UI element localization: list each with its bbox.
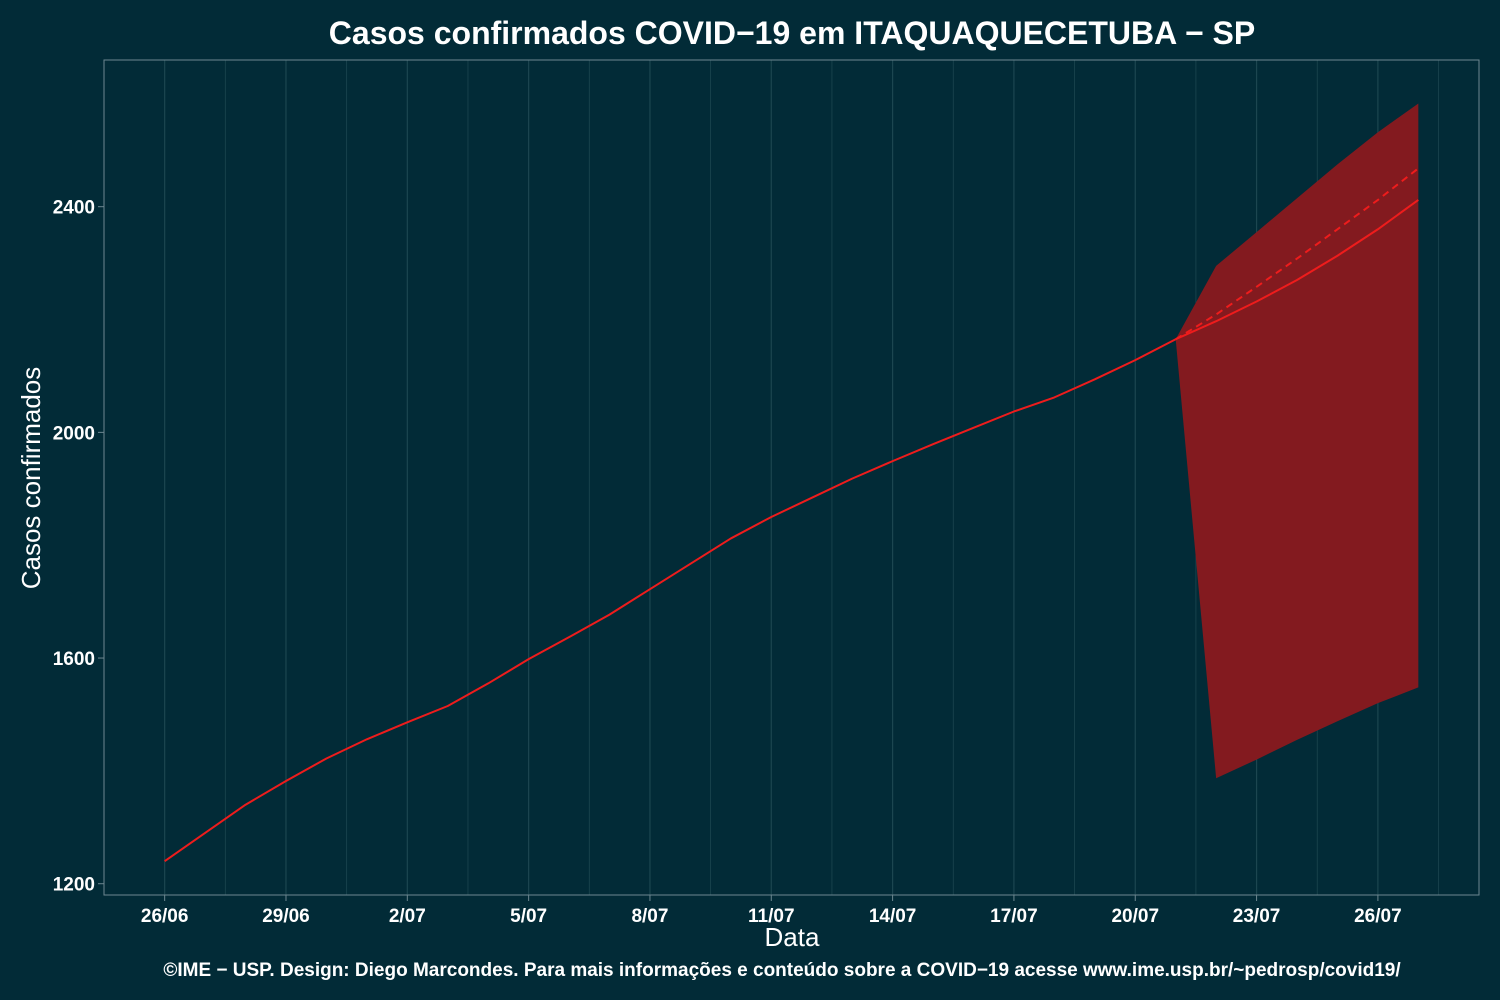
x-tick-label: 8/07	[631, 906, 668, 927]
y-tick-label: 2000	[53, 423, 95, 444]
y-tick-label: 2400	[53, 198, 95, 219]
y-tick-label: 1600	[53, 649, 95, 670]
series-line-observed	[165, 339, 1176, 861]
x-tick-label: 5/07	[510, 906, 547, 927]
prediction-interval-band	[1176, 103, 1419, 778]
chart-title: Casos confirmados COVID−19 em ITAQUAQUEC…	[329, 15, 1255, 51]
x-tick-label: 17/07	[990, 906, 1038, 927]
x-tick-label: 29/06	[262, 906, 310, 927]
x-tick-label: 14/07	[869, 906, 917, 927]
x-axis-label: Data	[765, 922, 820, 952]
x-tick-label: 2/07	[389, 906, 426, 927]
y-tick-label: 1200	[53, 875, 95, 896]
y-axis-ticks: 1200 1600 2000 2400	[53, 198, 104, 896]
x-tick-label: 26/06	[141, 906, 189, 927]
x-tick-label: 20/07	[1111, 906, 1159, 927]
y-axis-label: Casos confirmados	[16, 367, 46, 590]
x-tick-label: 23/07	[1233, 906, 1281, 927]
x-tick-label: 26/07	[1354, 906, 1402, 927]
footer-caption: ©IME − USP. Design: Diego Marcondes. Par…	[163, 960, 1401, 981]
prediction-band-group	[1176, 103, 1419, 778]
